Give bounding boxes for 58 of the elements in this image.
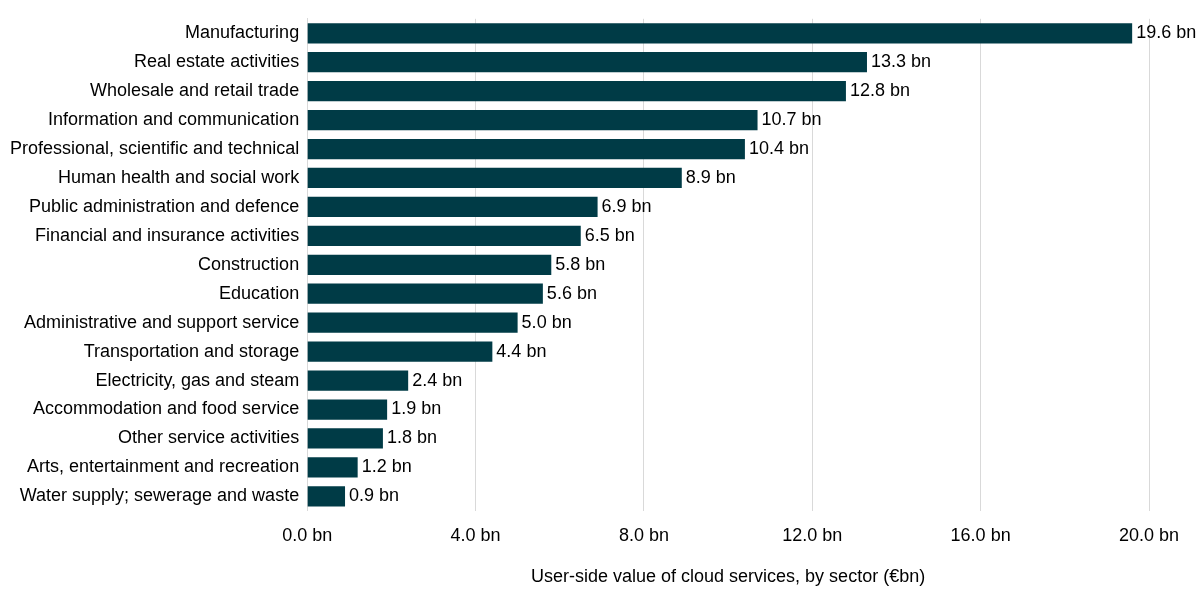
data-label: 13.3 bn [870, 51, 932, 72]
y-tick-label: Education [219, 282, 300, 303]
y-tick-label: Transportation and storage [83, 340, 300, 361]
bar [307, 138, 745, 160]
data-label: 10.7 bn [761, 109, 822, 130]
data-label: 12.8 bn [849, 80, 910, 101]
y-tick-label: Information and communication [48, 109, 300, 130]
data-label: 1.9 bn [391, 398, 442, 419]
bar [307, 109, 758, 131]
y-tick-label: Electricity, gas and steam [95, 369, 300, 390]
data-label: 8.9 bn [685, 166, 736, 187]
data-label: 10.4 bn [748, 138, 809, 158]
y-tick-label: Administrative and support service [24, 311, 300, 332]
bar [307, 52, 867, 73]
y-tick-label: Wholesale and retail trade [90, 80, 300, 101]
bar [307, 486, 346, 507]
bar [307, 254, 552, 275]
data-label: 19.6 bn [1136, 22, 1197, 43]
data-label: 5.0 bn [521, 311, 572, 332]
y-tick-label: Construction [198, 253, 300, 274]
bar [307, 428, 383, 449]
data-label: 1.2 bn [361, 456, 412, 477]
bar [307, 196, 598, 218]
bar [307, 81, 846, 102]
x-tick-label: 8.0 bn [618, 524, 669, 545]
data-label: 4.4 bn [496, 340, 547, 361]
y-tick-label: Accommodation and food service [33, 398, 300, 419]
data-label: 5.8 bn [555, 253, 606, 274]
bar [307, 283, 543, 304]
x-tick-label: 0.0 bn [282, 524, 333, 545]
y-tick-label: Manufacturing [185, 22, 300, 43]
bar [307, 370, 409, 391]
x-tick-label: 4.0 bn [450, 524, 501, 545]
y-tick-label: Water supply; sewerage and waste [19, 485, 300, 506]
y-tick-label: Real estate activities [134, 51, 300, 72]
bar [307, 399, 388, 420]
bar [307, 225, 581, 246]
data-label: 5.6 bn [546, 282, 597, 303]
y-tick-label: Other service activities [118, 427, 300, 448]
bar [307, 341, 493, 362]
bar [307, 23, 1133, 44]
data-label: 6.9 bn [601, 195, 652, 216]
bar [307, 457, 358, 478]
y-tick-label: Public administration and defence [28, 195, 300, 216]
y-tick-label: Human health and social work [58, 166, 301, 187]
x-axis-title: User-side value of cloud services, by sector (€bn) [530, 566, 926, 587]
bar [307, 167, 682, 189]
data-label: 6.5 bn [584, 224, 635, 245]
y-tick-label: Professional, scientific and technical [10, 138, 300, 158]
x-tick-label: 16.0 bn [950, 524, 1011, 545]
data-label: 1.8 bn [386, 427, 437, 448]
bar [307, 312, 518, 333]
data-label: 2.4 bn [412, 369, 463, 390]
y-tick-label: Arts, entertainment and recreation [27, 456, 300, 477]
y-tick-label: Financial and insurance activities [35, 224, 300, 245]
x-tick-label: 12.0 bn [782, 524, 843, 545]
x-tick-label: 20.0 bn [1118, 524, 1180, 545]
data-label: 0.9 bn [349, 485, 400, 506]
